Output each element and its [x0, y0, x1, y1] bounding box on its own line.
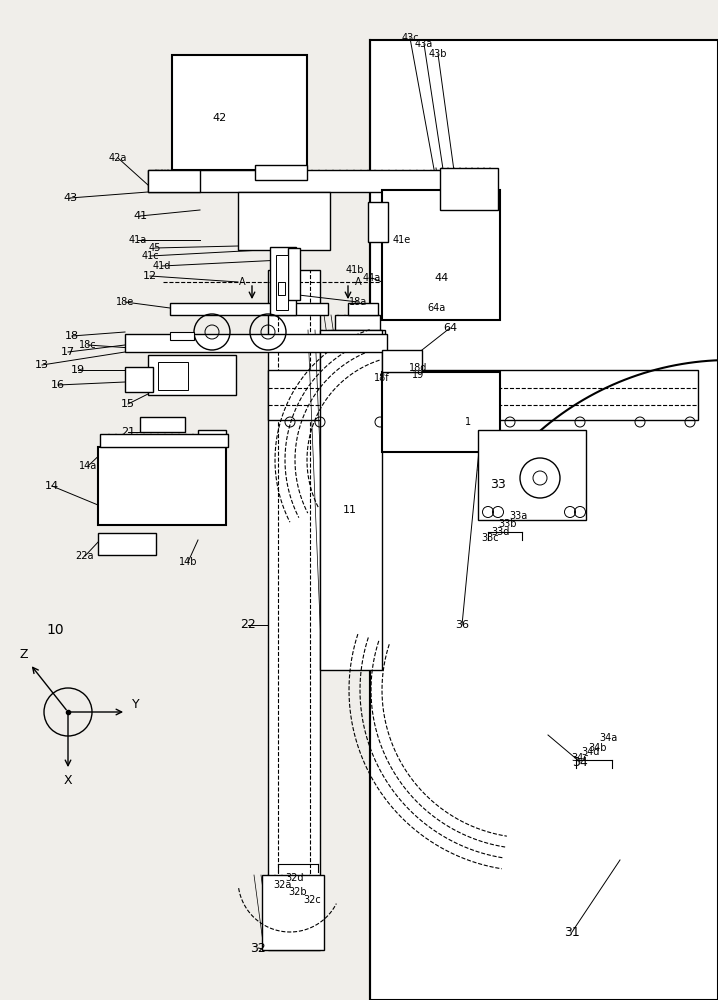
Text: 41: 41	[133, 211, 147, 221]
Text: 21: 21	[121, 427, 135, 437]
Bar	[262, 875, 324, 950]
Bar	[288, 248, 300, 300]
Text: 64: 64	[443, 323, 457, 333]
Bar	[198, 430, 226, 445]
Text: 33d: 33d	[491, 527, 509, 537]
Text: 45: 45	[149, 243, 161, 253]
Text: X: X	[64, 774, 73, 786]
Text: 41d: 41d	[153, 261, 171, 271]
Bar	[140, 417, 185, 432]
Text: 34c: 34c	[572, 753, 589, 763]
Text: 34d: 34d	[581, 747, 600, 757]
Text: 14a: 14a	[79, 461, 97, 471]
Text: 64a: 64a	[427, 303, 445, 313]
Bar	[158, 362, 188, 390]
Text: 42: 42	[213, 113, 227, 123]
Text: 18d: 18d	[409, 363, 427, 373]
Text: 41b: 41b	[346, 265, 364, 275]
Text: 32d: 32d	[286, 873, 304, 883]
Text: 41a: 41a	[129, 235, 147, 245]
Bar	[98, 533, 156, 555]
Bar	[148, 170, 200, 192]
Text: A: A	[355, 277, 361, 287]
Bar	[276, 255, 288, 310]
Text: 10: 10	[46, 623, 64, 637]
Bar	[125, 334, 387, 352]
Bar	[98, 447, 226, 525]
Bar	[268, 370, 698, 420]
Text: 44: 44	[435, 273, 449, 283]
Text: 22a: 22a	[76, 551, 94, 561]
Bar	[348, 303, 378, 315]
Text: 18a: 18a	[349, 297, 367, 307]
Text: 34a: 34a	[599, 733, 617, 743]
Bar	[478, 430, 586, 520]
Bar	[270, 247, 296, 315]
Text: 19: 19	[71, 365, 85, 375]
Bar	[268, 270, 320, 950]
Bar	[170, 303, 328, 315]
Text: 18f: 18f	[374, 373, 390, 383]
Text: 11: 11	[343, 505, 357, 515]
Text: 32a: 32a	[273, 880, 292, 890]
Text: 33b: 33b	[499, 519, 517, 529]
Text: A: A	[238, 277, 246, 287]
Text: 33a: 33a	[509, 511, 527, 521]
Text: 12: 12	[143, 271, 157, 281]
Bar	[125, 367, 153, 392]
Text: 36: 36	[455, 620, 469, 630]
Text: 41c: 41c	[141, 251, 159, 261]
Text: 13: 13	[35, 360, 49, 370]
Text: 44a: 44a	[363, 273, 381, 283]
Text: 33c: 33c	[481, 533, 499, 543]
Text: 43b: 43b	[429, 49, 447, 59]
Text: Y: Y	[132, 698, 140, 710]
Text: 19: 19	[412, 370, 424, 380]
Text: 15: 15	[121, 399, 135, 409]
Text: 41e: 41e	[393, 235, 411, 245]
Bar	[370, 40, 718, 1000]
Text: 22: 22	[240, 618, 256, 632]
Text: 1: 1	[465, 417, 471, 427]
Bar	[278, 282, 285, 295]
Text: 18e: 18e	[116, 297, 134, 307]
Text: 14: 14	[45, 481, 59, 491]
Bar	[382, 372, 500, 452]
Text: 43c: 43c	[401, 33, 419, 43]
Text: 14b: 14b	[179, 557, 197, 567]
Bar	[330, 330, 385, 370]
Bar	[255, 165, 307, 180]
Text: 32: 32	[250, 942, 266, 954]
Text: 43: 43	[63, 193, 77, 203]
Text: 32b: 32b	[289, 887, 307, 897]
Bar	[382, 350, 422, 372]
Bar	[100, 434, 228, 447]
Bar	[382, 190, 500, 320]
Bar	[238, 192, 330, 250]
Text: 31: 31	[564, 926, 580, 938]
Text: 43a: 43a	[415, 39, 433, 49]
Text: 42a: 42a	[109, 153, 127, 163]
Text: 33: 33	[490, 478, 506, 490]
Text: 17: 17	[61, 347, 75, 357]
Text: 34b: 34b	[589, 743, 607, 753]
Bar	[368, 202, 388, 242]
Text: Z: Z	[20, 648, 28, 660]
Bar	[170, 332, 194, 340]
Text: 18c: 18c	[79, 340, 97, 350]
Bar	[148, 170, 488, 192]
Bar	[148, 355, 236, 395]
Bar	[172, 55, 307, 170]
Text: 18: 18	[65, 331, 79, 341]
Bar	[335, 315, 380, 330]
Text: 34: 34	[572, 756, 588, 768]
Text: 32c: 32c	[303, 895, 321, 905]
Bar	[320, 330, 382, 670]
Text: 16: 16	[51, 380, 65, 390]
Bar	[440, 168, 498, 210]
